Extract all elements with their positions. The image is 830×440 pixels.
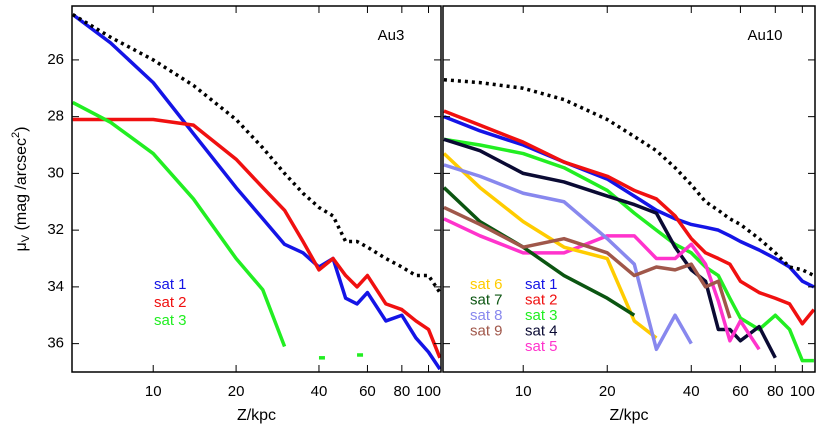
x-tick-label: 80	[767, 383, 784, 400]
x-tick-label: 40	[311, 383, 328, 400]
x-axis-label: Z/kpc	[609, 407, 648, 424]
legend-label: sat 3	[525, 307, 558, 324]
y-axis-label: μV (mag /arcsec2)	[10, 127, 32, 252]
legend-label: sat 2	[154, 294, 187, 311]
y-label-close: )	[13, 127, 30, 132]
y-tick-label: 30	[47, 164, 64, 181]
legend-label: sat 6	[470, 276, 503, 293]
legend-label: sat 8	[470, 307, 503, 324]
y-tick-label: 28	[47, 108, 64, 125]
x-tick-label: 10	[515, 383, 532, 400]
y-label-text: (mag /arcsec	[13, 138, 30, 235]
legend-label: sat 7	[470, 291, 503, 308]
legend-label: sat 1	[154, 276, 187, 293]
series-line	[72, 100, 287, 348]
x-axis-label: Z/kpc	[237, 407, 276, 424]
series-line	[443, 163, 693, 352]
x-tick-label: 80	[393, 383, 410, 400]
axes-frame	[71, 5, 442, 373]
x-tick-label: 20	[228, 383, 245, 400]
series-line	[443, 186, 636, 317]
panel-label: Au10	[747, 27, 782, 44]
series-line	[443, 152, 658, 340]
x-tick-label: 40	[683, 383, 700, 400]
series-line	[443, 205, 732, 319]
x-tick-label: 10	[145, 383, 162, 400]
x-tick-label: 60	[732, 383, 749, 400]
legend-label: sat 5	[525, 338, 558, 355]
series-line	[72, 13, 441, 371]
legend-label: sat 9	[470, 322, 503, 339]
y-label-symbol: μ	[13, 242, 30, 251]
series-line	[443, 137, 814, 363]
y-label-superscript: 2	[10, 132, 22, 138]
series-line	[443, 137, 777, 359]
legend-label: sat 1	[525, 276, 558, 293]
series-line	[443, 109, 815, 326]
axes-frame	[442, 5, 816, 373]
y-tick-label: 34	[47, 278, 64, 295]
panel-label: Au3	[378, 27, 405, 44]
x-tick-label: 100	[790, 383, 815, 400]
series-line	[72, 13, 441, 294]
x-tick-label: 60	[359, 383, 376, 400]
y-label-subscript: V	[20, 234, 32, 242]
y-tick-label: 32	[47, 221, 64, 238]
x-tick-label: 20	[599, 383, 616, 400]
y-tick-label: 26	[47, 51, 64, 68]
series-line	[72, 117, 441, 359]
legend-label: sat 4	[525, 322, 558, 339]
legend-label: sat 3	[154, 312, 187, 329]
legend-label: sat 2	[525, 291, 558, 308]
series-line	[443, 78, 815, 278]
x-tick-label: 100	[416, 383, 441, 400]
y-tick-label: 36	[47, 335, 64, 352]
